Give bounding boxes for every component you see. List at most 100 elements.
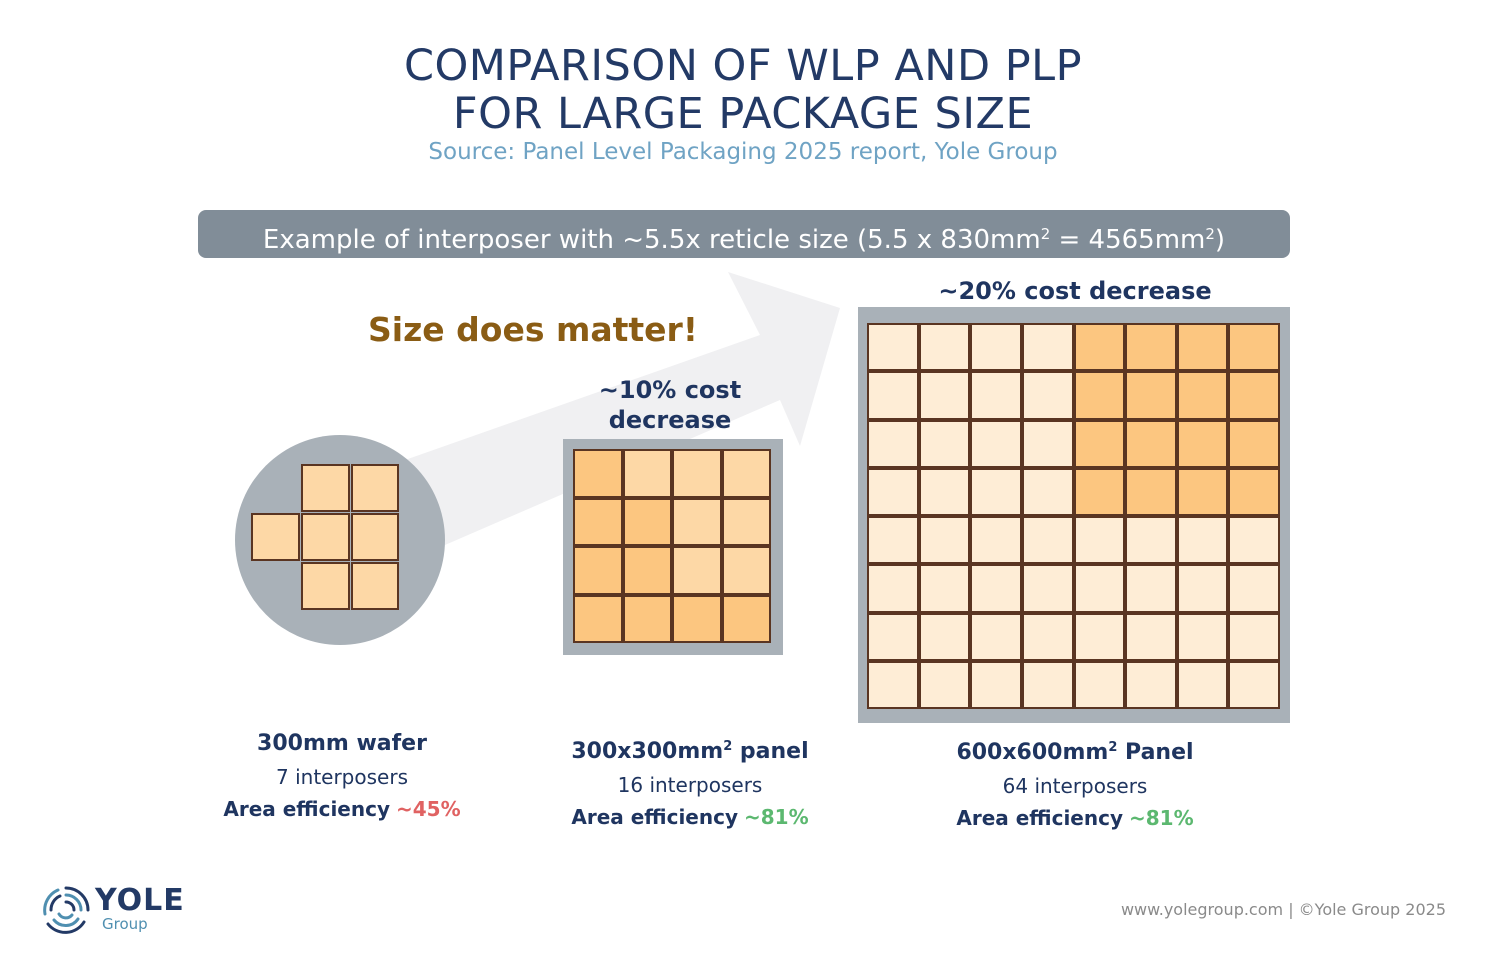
interposer-die bbox=[918, 564, 971, 613]
interposer-die bbox=[1176, 419, 1229, 468]
interposer-die bbox=[1176, 371, 1229, 420]
interposer-die bbox=[1021, 612, 1074, 661]
banner-sup-2: 2 bbox=[1205, 225, 1215, 243]
interposer-die bbox=[970, 419, 1022, 468]
interposer-die bbox=[573, 546, 623, 595]
cost-note-10: ~10% cost decrease bbox=[570, 375, 770, 435]
interposer-die bbox=[1073, 419, 1126, 468]
interposer-die bbox=[970, 516, 1022, 565]
yole-logo-icon bbox=[43, 886, 90, 934]
interposer-die bbox=[1021, 516, 1074, 565]
interposer-die bbox=[1176, 660, 1229, 709]
area-efficiency: Area efficiency ~81% bbox=[540, 802, 840, 832]
interposer-die bbox=[918, 612, 971, 661]
banner-text-1: Example of interposer with ~5.5x reticle… bbox=[262, 225, 1041, 255]
interposer-die bbox=[1125, 323, 1177, 372]
interposer-die bbox=[351, 513, 399, 561]
logo-text: YOLE bbox=[95, 883, 185, 918]
interposer-die bbox=[1021, 660, 1074, 709]
interposer-die bbox=[672, 449, 722, 498]
banner-text-2: = 4565mm bbox=[1050, 225, 1206, 255]
interposer-die bbox=[721, 594, 771, 643]
carrier-title: 300x300mm2 panel bbox=[540, 731, 840, 768]
interposer-die bbox=[1073, 564, 1126, 613]
carrier-title-main: 600x600mm bbox=[956, 740, 1109, 765]
carrier-title-sup: 2 bbox=[1108, 740, 1118, 755]
interposer-count: 16 interposers bbox=[617, 773, 763, 797]
interposer-die bbox=[1073, 467, 1126, 516]
panel-300-grid bbox=[573, 449, 771, 643]
interposer-die bbox=[1176, 612, 1229, 661]
interposer-die bbox=[867, 564, 919, 613]
interposer-die bbox=[918, 660, 971, 709]
interposer-die bbox=[970, 323, 1022, 372]
interposer-die bbox=[1176, 323, 1229, 372]
interposer-die bbox=[1021, 371, 1074, 420]
interposer-die bbox=[1125, 516, 1177, 565]
copyright-footer: www.yolegroup.com | ©Yole Group 2025 bbox=[1120, 900, 1446, 919]
efficiency-label: Area efficiency bbox=[956, 806, 1123, 830]
cost-note-line1: ~10% cost bbox=[598, 376, 742, 404]
carrier-title-suffix: Panel bbox=[1117, 740, 1194, 765]
interposer-die bbox=[918, 371, 971, 420]
interposer-die bbox=[1125, 419, 1177, 468]
efficiency-value: ~45% bbox=[396, 797, 461, 821]
interposer-die bbox=[1073, 660, 1126, 709]
interposer-die bbox=[1228, 612, 1280, 661]
carrier-title: 600x600mm2 Panel bbox=[925, 732, 1225, 769]
interposer-die bbox=[1176, 564, 1229, 613]
interposer-die bbox=[970, 564, 1022, 613]
interposer-die bbox=[867, 371, 919, 420]
interposer-die bbox=[1228, 467, 1280, 516]
area-efficiency: Area efficiency ~45% bbox=[192, 794, 492, 824]
carrier-title-main: 300x300mm bbox=[571, 739, 724, 764]
interposer-die bbox=[1125, 660, 1177, 709]
interposer-die bbox=[721, 449, 771, 498]
interposer-die bbox=[1073, 516, 1126, 565]
area-efficiency: Area efficiency ~81% bbox=[925, 803, 1225, 833]
interposer-die bbox=[301, 562, 350, 610]
interposer-die bbox=[970, 371, 1022, 420]
interposer-die bbox=[1125, 564, 1177, 613]
interposer-die bbox=[1021, 419, 1074, 468]
interposer-die bbox=[918, 323, 971, 372]
page-title-line1: COMPARISON OF WLP AND PLP bbox=[403, 41, 1083, 91]
interposer-die bbox=[351, 464, 399, 512]
interposer-banner: Example of interposer with ~5.5x reticle… bbox=[198, 210, 1290, 258]
interposer-die bbox=[573, 497, 623, 546]
interposer-die bbox=[1228, 564, 1280, 613]
interposer-die bbox=[1176, 467, 1229, 516]
page-title-line2: FOR LARGE PACKAGE SIZE bbox=[452, 89, 1034, 139]
panel-300-label: 300x300mm2 panel 16 interposers Area eff… bbox=[540, 731, 840, 832]
interposer-die bbox=[867, 660, 919, 709]
efficiency-value: ~81% bbox=[744, 805, 809, 829]
interposer-die bbox=[1021, 323, 1074, 372]
interposer-die bbox=[1021, 467, 1074, 516]
efficiency-label: Area efficiency bbox=[571, 805, 738, 829]
interposer-die bbox=[867, 516, 919, 565]
interposer-die bbox=[1228, 419, 1280, 468]
interposer-die bbox=[867, 323, 919, 372]
interposer-die bbox=[867, 612, 919, 661]
interposer-die bbox=[721, 497, 771, 546]
interposer-die bbox=[1228, 516, 1280, 565]
interposer-die bbox=[301, 464, 350, 512]
logo-subtext: Group bbox=[102, 915, 148, 933]
source-caption: Source: Panel Level Packaging 2025 repor… bbox=[428, 139, 1058, 165]
panel-600-label: 600x600mm2 Panel 64 interposers Area eff… bbox=[925, 732, 1225, 833]
carrier-title: 300mm wafer bbox=[257, 731, 427, 756]
interposer-die bbox=[1073, 323, 1126, 372]
interposer-die bbox=[1125, 467, 1177, 516]
interposer-die bbox=[622, 546, 672, 595]
interposer-die bbox=[970, 612, 1022, 661]
interposer-die bbox=[1228, 371, 1280, 420]
banner-sup-1: 2 bbox=[1040, 225, 1051, 243]
interposer-die bbox=[1125, 612, 1177, 661]
interposer-die bbox=[1073, 371, 1126, 420]
cost-note-20: ~20% cost decrease bbox=[938, 277, 1212, 305]
interposer-die bbox=[721, 546, 771, 595]
panel-600-grid bbox=[867, 323, 1280, 709]
interposer-die bbox=[672, 497, 722, 546]
interposer-die bbox=[867, 419, 919, 468]
